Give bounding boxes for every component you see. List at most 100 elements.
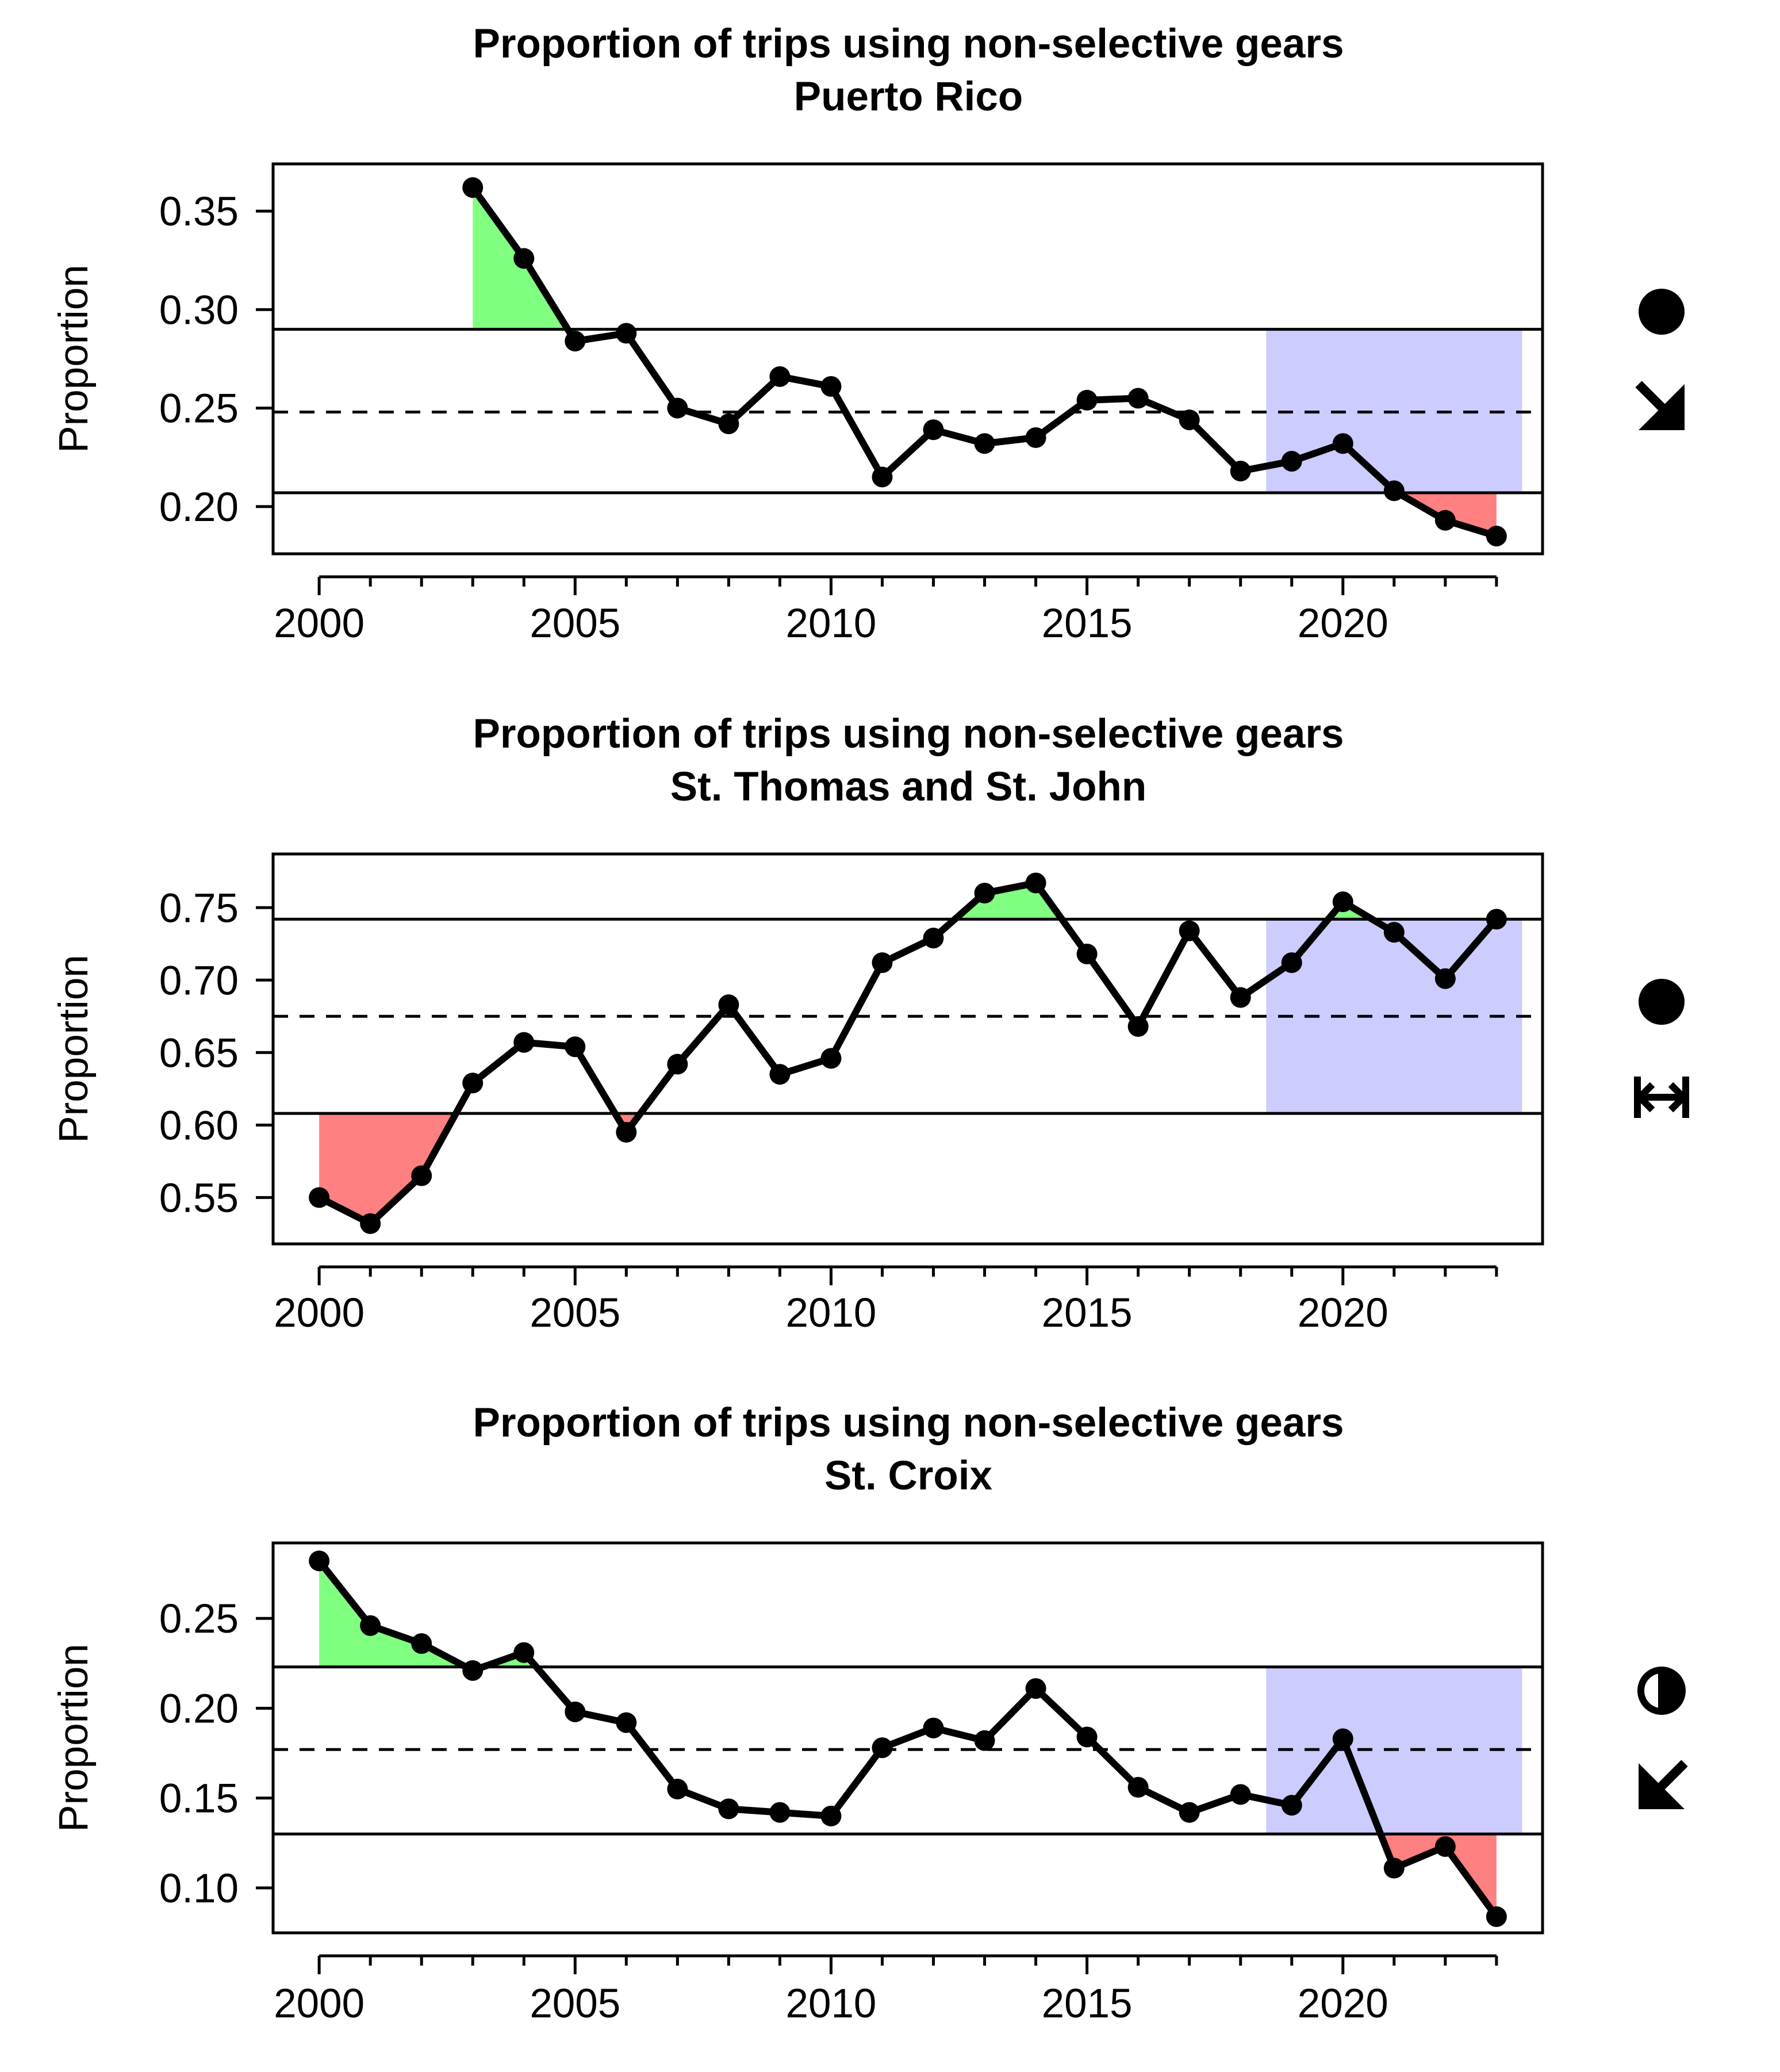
y-axis-label: Proportion: [51, 265, 97, 453]
data-point: [1486, 526, 1507, 547]
data-point: [1076, 943, 1098, 964]
data-point: [513, 1642, 535, 1663]
data-point: [1332, 433, 1353, 454]
indicators: [1635, 289, 1685, 430]
data-point: [872, 466, 893, 488]
data-point: [718, 413, 739, 434]
data-point: [1281, 451, 1302, 472]
x-tick-label: 2000: [274, 601, 365, 646]
data-point: [718, 994, 739, 1016]
y-axis-label: Proportion: [51, 1644, 97, 1832]
data-point: [820, 376, 842, 397]
data-point: [923, 419, 944, 441]
data-point: [1025, 1678, 1046, 1699]
data-point: [820, 1048, 842, 1069]
x-tick-label: 2015: [1042, 601, 1133, 646]
data-point: [1179, 1802, 1200, 1823]
data-point: [1434, 968, 1456, 989]
arrow-down-left-icon: [1639, 1760, 1688, 1809]
data-point: [513, 1032, 535, 1053]
y-tick-label: 0.20: [159, 1686, 239, 1732]
chart-subtitle: St. Thomas and St. John: [670, 764, 1146, 810]
panel-1: Proportion of trips using non-selective …: [51, 21, 1685, 646]
x-tick-label: 2000: [274, 1981, 365, 2027]
y-tick-label: 0.25: [159, 386, 239, 432]
data-point: [565, 1036, 586, 1058]
panel-3: Proportion of trips using non-selective …: [51, 1400, 1688, 2027]
data-point: [1383, 922, 1405, 943]
data-point: [616, 1121, 637, 1143]
data-point: [1230, 987, 1251, 1008]
plot-frame: [271, 852, 1544, 1246]
data-point: [1434, 510, 1456, 531]
fills: [473, 187, 1522, 537]
data-point: [462, 1660, 484, 1681]
data-point: [974, 433, 995, 454]
data-point: [769, 1802, 791, 1823]
data-point: [820, 1805, 842, 1826]
data-point: [1486, 909, 1507, 930]
data-point: [1486, 1906, 1507, 1927]
indicators: [1634, 979, 1689, 1118]
data-point: [1332, 891, 1353, 913]
data-point: [923, 1717, 944, 1738]
y-tick-label: 0.25: [159, 1596, 239, 1642]
x-tick-label: 2005: [530, 601, 620, 646]
x-tick-label: 2005: [530, 1290, 620, 1336]
data-point: [769, 366, 791, 387]
panel-2: Proportion of trips using non-selective …: [51, 711, 1689, 1336]
x-tick-label: 2010: [785, 1290, 876, 1336]
data-point: [1281, 1795, 1302, 1816]
x-tick-label: 2015: [1042, 1290, 1133, 1336]
y-tick-label: 0.30: [159, 288, 239, 333]
data-point: [974, 883, 995, 904]
x-tick-label: 2020: [1298, 601, 1388, 646]
data-point: [718, 1798, 739, 1820]
data-point: [667, 397, 688, 419]
y-tick-label: 0.65: [159, 1031, 239, 1076]
data-point: [616, 323, 637, 344]
y-tick-label: 0.35: [159, 189, 239, 235]
fills: [319, 883, 1522, 1224]
chart-subtitle: Puerto Rico: [794, 74, 1023, 120]
data-point: [565, 331, 586, 352]
y-tick-label: 0.70: [159, 958, 239, 1004]
chart-title: Proportion of trips using non-selective …: [473, 711, 1344, 757]
data-point: [1127, 388, 1149, 409]
data-point: [1230, 461, 1251, 482]
arrow-left-right-icon: [1634, 1077, 1689, 1118]
data-point: [411, 1165, 432, 1186]
data-point: [309, 1187, 330, 1208]
chart-title: Proportion of trips using non-selective …: [473, 1400, 1344, 1446]
indicators: [1637, 1667, 1688, 1809]
y-tick-label: 0.15: [159, 1776, 239, 1822]
data-point: [616, 1712, 637, 1733]
data-point: [872, 952, 893, 974]
plot-frame: [271, 1541, 1544, 1935]
data-point: [1230, 1784, 1251, 1805]
data-point: [360, 1615, 381, 1636]
data-point: [1281, 952, 1302, 974]
chart-subtitle: St. Croix: [824, 1453, 992, 1499]
data-point: [667, 1054, 688, 1075]
x-tick-label: 2015: [1042, 1981, 1133, 2027]
data-point: [1025, 427, 1046, 448]
data-point: [411, 1633, 432, 1654]
y-tick-label: 0.75: [159, 886, 239, 931]
above-upper-shade: [319, 1561, 536, 1667]
series-line: [317, 879, 1499, 1227]
x-tick-label: 2010: [785, 1981, 876, 2027]
y-axis-label: Proportion: [51, 955, 97, 1143]
data-point: [974, 1730, 995, 1751]
y-tick-label: 0.20: [159, 485, 239, 530]
data-point: [1383, 480, 1405, 501]
data-point: [309, 1550, 330, 1572]
data-point: [565, 1701, 586, 1722]
data-point: [1383, 1857, 1405, 1879]
x-tick-label: 2020: [1298, 1290, 1388, 1336]
data-point: [1127, 1016, 1149, 1037]
data-point: [667, 1779, 688, 1800]
x-tick-label: 2010: [785, 601, 876, 646]
half-circle-icon: [1637, 1667, 1686, 1715]
